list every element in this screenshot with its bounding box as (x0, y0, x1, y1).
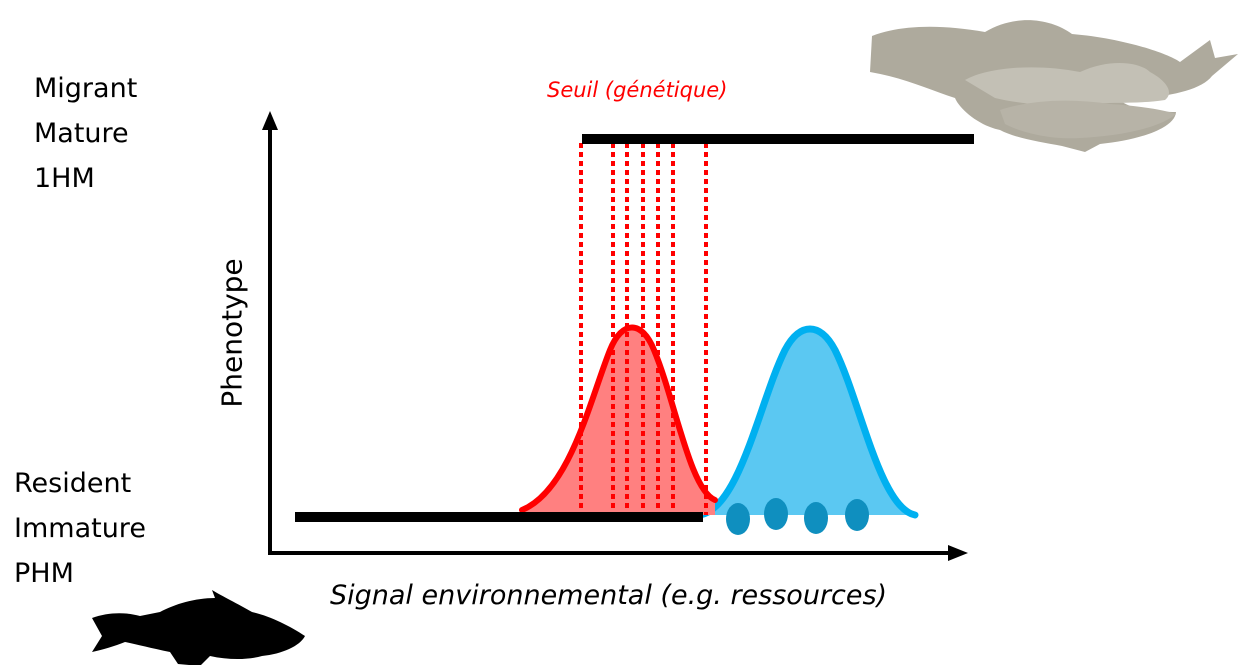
bottom-state-label: PHM (14, 558, 74, 589)
threshold-lines (579, 143, 708, 515)
red-curve-line (519, 324, 718, 513)
x-axis-arrow (948, 545, 968, 561)
y-axis-label: Phenotype (215, 258, 249, 408)
x-axis-label: Signal environnemental (e.g. ressources) (330, 580, 888, 611)
blue-curve-line (696, 325, 919, 519)
environment-dot (726, 503, 750, 535)
y-axis-arrow (262, 111, 278, 130)
threshold-label: Seuil (génétique) (547, 78, 728, 102)
red-curve-fill (520, 327, 715, 515)
environment-dot (764, 498, 788, 530)
threshold-distribution (519, 324, 718, 515)
adult-fish-group-icon (870, 20, 1238, 152)
juvenile-fish-icon (92, 590, 305, 666)
top-state-label: Migrant (34, 73, 138, 104)
axes (262, 111, 968, 561)
environment-dot (845, 499, 869, 531)
bottom-state-label: Resident (14, 468, 132, 499)
top-state-label: Mature (34, 118, 129, 149)
environmental-distribution (696, 325, 919, 535)
top-state-label: 1HM (34, 163, 95, 194)
bottom-state-label: Immature (14, 513, 146, 544)
environment-dot (804, 502, 828, 534)
blue-curve-fill (700, 329, 915, 515)
